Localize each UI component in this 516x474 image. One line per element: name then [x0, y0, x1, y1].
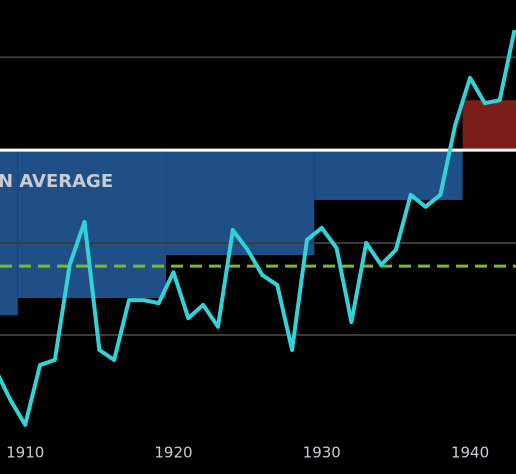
step-area	[314, 150, 463, 200]
data-line	[0, 29, 516, 427]
x-tick-label: 1910	[6, 444, 44, 462]
x-tick-label: 1920	[154, 444, 192, 462]
x-tick-label: 1940	[451, 444, 489, 462]
x-tick-label: 1930	[303, 444, 341, 462]
annotation: N AVERAGE	[0, 171, 113, 192]
step-area	[462, 100, 516, 151]
step-area	[0, 150, 18, 316]
